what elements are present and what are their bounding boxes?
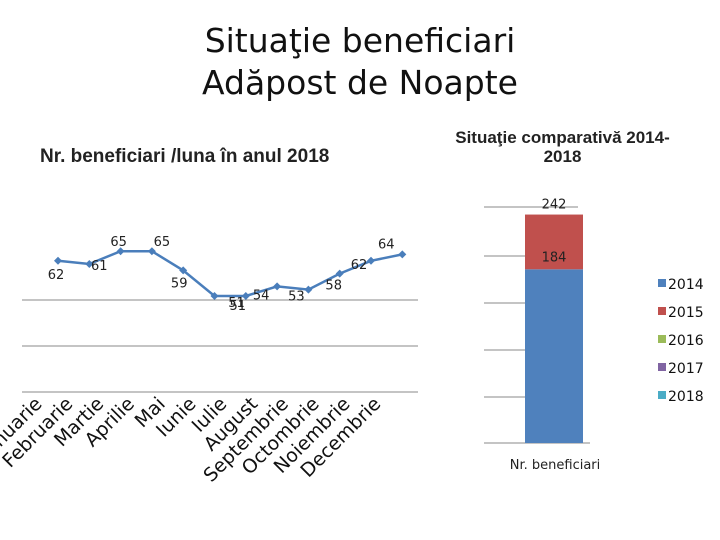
line-point-9 bbox=[304, 285, 313, 294]
line-data-label-10: 58 bbox=[325, 279, 342, 294]
bar-label-total: 242 bbox=[542, 198, 567, 213]
line-point-8 bbox=[273, 282, 282, 291]
line-point-1 bbox=[54, 256, 62, 265]
line-series-2018 bbox=[57, 249, 403, 298]
line-data-label-11: 62 bbox=[351, 258, 368, 273]
line-point-4 bbox=[147, 247, 156, 256]
line-point-12 bbox=[398, 250, 407, 259]
line-point-3 bbox=[116, 247, 125, 256]
line-point-11 bbox=[367, 256, 375, 265]
legend-swatch-2015 bbox=[658, 307, 666, 315]
legend-label-2016: 2016 bbox=[668, 333, 704, 349]
line-data-label-4: 65 bbox=[154, 235, 171, 250]
bar-x-axis-label: Nr. beneficiari bbox=[510, 458, 601, 473]
line-data-label-8: 54 bbox=[253, 288, 270, 303]
bar-segment-2015 bbox=[525, 214, 583, 270]
legend-swatch-2016 bbox=[658, 335, 666, 343]
bar-chart-title: Situaţie comparativă 2014- 2018 bbox=[440, 128, 685, 166]
line-data-label-1: 62 bbox=[48, 268, 65, 283]
line-data-label-3: 65 bbox=[110, 235, 127, 250]
line-point-10 bbox=[335, 269, 344, 278]
legend: 2014 2015 2016 2017 2018 bbox=[658, 277, 704, 405]
bar-label-2014: 184 bbox=[542, 250, 567, 265]
legend-label-2017: 2017 bbox=[668, 361, 704, 377]
bar-chart-title-line-2: 2018 bbox=[543, 147, 582, 166]
line-data-label-12: 64 bbox=[378, 237, 395, 252]
stacked-bar-chart: 184 242 Nr. beneficiari bbox=[510, 198, 601, 473]
title-line-2: Adăpost de Noapte bbox=[202, 63, 518, 102]
bar-chart-title-line-1: Situaţie comparativă 2014- bbox=[455, 128, 670, 147]
line-point-6 bbox=[210, 292, 219, 300]
line-point-5 bbox=[179, 266, 188, 275]
legend-label-2018: 2018 bbox=[668, 389, 704, 405]
month-axis-labels: IanuarieFebruarieMartieAprilieMaiIunieIu… bbox=[0, 393, 385, 487]
line-point-7 bbox=[241, 292, 250, 300]
bar-segment-2014 bbox=[525, 269, 583, 443]
line-data-label-5: 59 bbox=[171, 276, 188, 291]
line-chart-gridlines bbox=[22, 299, 418, 393]
line-point-2 bbox=[85, 260, 94, 268]
line-data-label-6: 51 bbox=[228, 296, 245, 311]
legend-label-2015: 2015 bbox=[668, 305, 704, 321]
legend-swatch-2017 bbox=[658, 363, 666, 371]
title-line-1: Situaţie beneficiari bbox=[204, 21, 516, 60]
legend-label-2014: 2014 bbox=[668, 277, 704, 293]
legend-swatch-2014 bbox=[658, 279, 666, 287]
line-data-label-2: 61 bbox=[91, 259, 108, 274]
legend-swatch-2018 bbox=[658, 391, 666, 399]
line-data-label-7: 51 bbox=[230, 299, 247, 314]
line-data-label-9: 53 bbox=[288, 290, 305, 305]
line-chart-title: Nr. beneficiari /luna în anul 2018 bbox=[40, 146, 330, 167]
page-title: Situaţie beneficiari Adăpost de Noapte bbox=[0, 20, 720, 104]
